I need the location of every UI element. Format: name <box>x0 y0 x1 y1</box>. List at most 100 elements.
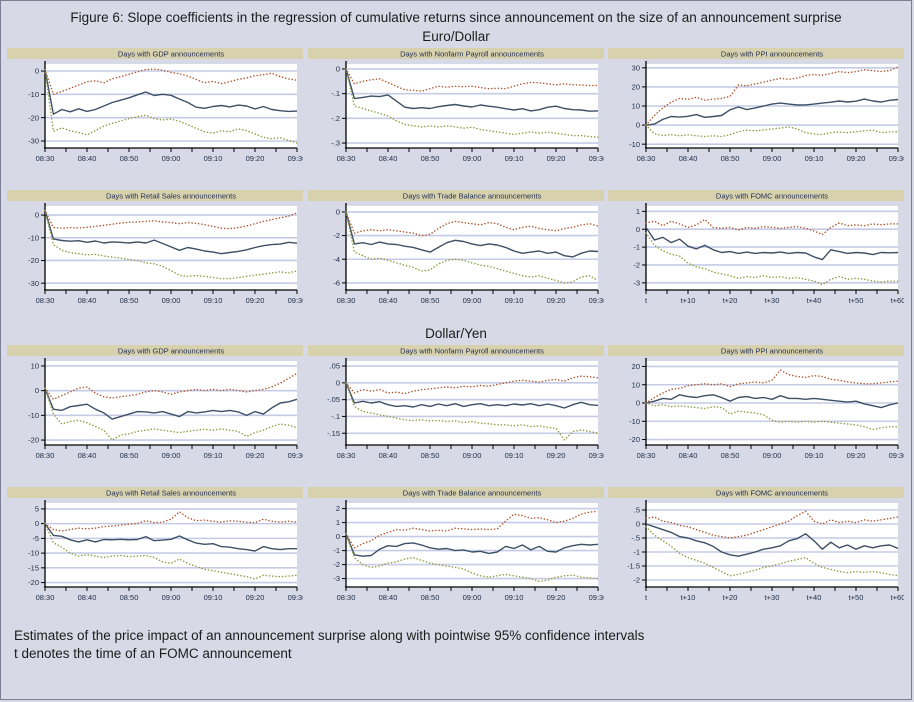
series-upper-95ci <box>344 375 599 395</box>
y-tick-label: -20 <box>629 435 640 444</box>
x-tick-label: 09:30 <box>288 593 303 602</box>
series-upper-95ci <box>645 369 900 404</box>
x-tick-label: 09:20 <box>546 154 565 163</box>
x-tick-label: 09:10 <box>504 154 523 163</box>
y-tick-label: -10 <box>629 140 640 149</box>
x-tick-label: 08:50 <box>420 451 439 460</box>
series-upper-95ci <box>344 68 599 92</box>
x-tick-label: t+40 <box>807 296 822 305</box>
y-tick-label: 0 <box>636 520 640 529</box>
x-tick-label: 09:30 <box>288 154 303 163</box>
y-tick-label: -20 <box>28 578 39 587</box>
y-tick-label: -.1 <box>331 412 340 421</box>
x-tick-label: t+30 <box>765 296 780 305</box>
chart-title-band <box>608 345 905 356</box>
x-tick-label: 09:00 <box>162 593 181 602</box>
x-tick-label: 09:00 <box>462 296 481 305</box>
x-tick-label: 09:30 <box>588 593 603 602</box>
x-tick-label: 09:10 <box>504 593 523 602</box>
y-tick-label: -.15 <box>327 429 340 438</box>
chart-title: Days with Trade Balance announcements <box>402 192 541 201</box>
chart-sections: Euro/Dollar Days with GDP announcements 0 -… <box>1 29 911 619</box>
x-tick-label: t+50 <box>849 593 864 602</box>
series-estimate <box>646 98 899 126</box>
x-tick-label: 09:10 <box>504 296 523 305</box>
x-tick-label: 09:30 <box>588 451 603 460</box>
chart: Days with FOMC announcements 1 0 -1 -2 -3 t t+1… <box>608 190 905 318</box>
x-tick-label: 08:30 <box>637 451 656 460</box>
x-tick-label: t+10 <box>681 593 696 602</box>
chart-title-band <box>608 190 905 201</box>
chart-title: Days with PPI announcements <box>721 50 823 59</box>
y-tick-label: 0 <box>335 208 339 217</box>
chart-plot: Days with GDP announcements 10 0 -10 -20 08:3… <box>7 345 303 460</box>
chart: Days with Trade Balance announcements 2 1 0… <box>307 487 604 615</box>
y-tick-label: -1 <box>333 546 340 555</box>
x-tick-label: 09:20 <box>246 593 265 602</box>
y-tick-label: -3 <box>634 278 641 287</box>
chart-plot: Days with Nonfarm Payroll announcements.… <box>307 345 604 460</box>
section-label: Dollar/Yen <box>425 326 487 341</box>
series-estimate <box>645 227 899 261</box>
series-estimate <box>344 211 598 258</box>
chart-title-band <box>307 345 604 356</box>
x-tick-label: t+60 <box>891 593 904 602</box>
chart: Days with Retail Sales announcements 5 0 -5… <box>7 487 303 615</box>
y-tick-label: -.5 <box>632 534 641 543</box>
x-tick-label: 08:30 <box>336 451 355 460</box>
x-tick-label: 09:00 <box>763 451 782 460</box>
x-tick-label: 08:50 <box>120 154 139 163</box>
y-tick-label: -.2 <box>331 114 340 123</box>
y-tick-label: 0 <box>335 532 339 541</box>
y-tick-label: -2 <box>634 576 641 585</box>
x-tick-label: 08:30 <box>336 154 355 163</box>
y-tick-label: -10 <box>28 90 39 99</box>
x-tick-label: 09:00 <box>763 154 782 163</box>
x-tick-label: 09:20 <box>246 451 265 460</box>
x-tick-label: 09:00 <box>162 296 181 305</box>
section-label: Euro/Dollar <box>422 29 490 44</box>
series-estimate <box>646 394 899 409</box>
y-tick-label: -30 <box>28 137 39 146</box>
y-tick-label: -2 <box>634 261 641 270</box>
y-tick-label: -10 <box>28 549 39 558</box>
x-tick-label: t+10 <box>681 296 696 305</box>
y-tick-label: .5 <box>634 506 640 515</box>
series-upper-95ci <box>44 68 298 96</box>
chart-plot: Days with Nonfarm Payroll announcements 0… <box>307 48 604 163</box>
x-tick-label: 09:10 <box>805 154 824 163</box>
y-tick-label: -5 <box>32 534 39 543</box>
x-tick-label: 08:40 <box>378 154 397 163</box>
chart-plot: Days with PPI announcements 20 10 0 -10 -20 08… <box>608 345 905 460</box>
x-tick-label: 08:40 <box>679 451 698 460</box>
series-lower-95ci <box>645 402 900 431</box>
y-tick-label: 0 <box>35 211 39 220</box>
y-tick-label: -1.5 <box>627 562 640 571</box>
y-tick-label: 30 <box>632 63 640 72</box>
chart: Days with GDP announcements 10 0 -10 -20 08:3… <box>7 345 303 473</box>
footnote-line-1: Estimates of the price impact of an anno… <box>14 628 645 643</box>
y-tick-label: -.05 <box>327 395 340 404</box>
series-lower-95ci <box>645 124 900 138</box>
chart-plot: Days with Trade Balance announcements 0 -2… <box>307 190 604 305</box>
x-tick-label: 08:50 <box>420 593 439 602</box>
y-tick-label: -20 <box>28 256 39 265</box>
x-tick-label: 09:10 <box>805 451 824 460</box>
y-tick-label: -3 <box>333 574 340 583</box>
chart: Days with FOMC announcements .5 0 -.5 -1 -1.5… <box>608 487 905 615</box>
x-tick-label: t+60 <box>891 296 904 305</box>
x-tick-label: 08:50 <box>721 451 740 460</box>
series-lower-95ci <box>344 211 599 284</box>
series-upper-95ci <box>344 211 599 237</box>
x-tick-label: 08:40 <box>78 154 97 163</box>
footnote-line-2: t denotes the time of an FOMC announceme… <box>14 645 292 661</box>
y-tick-label: 20 <box>632 362 640 371</box>
chart-title: Days with PPI announcements <box>721 347 823 356</box>
x-tick-label: t+20 <box>723 296 738 305</box>
x-tick-label: 08:30 <box>637 154 656 163</box>
x-tick-label: 08:50 <box>420 296 439 305</box>
x-tick-label: 09:10 <box>204 154 223 163</box>
chart-plot: Days with PPI announcements 30 20 10 0 -10 08:… <box>608 48 905 163</box>
chart: Days with Retail Sales announcements 0 -10… <box>7 190 303 318</box>
